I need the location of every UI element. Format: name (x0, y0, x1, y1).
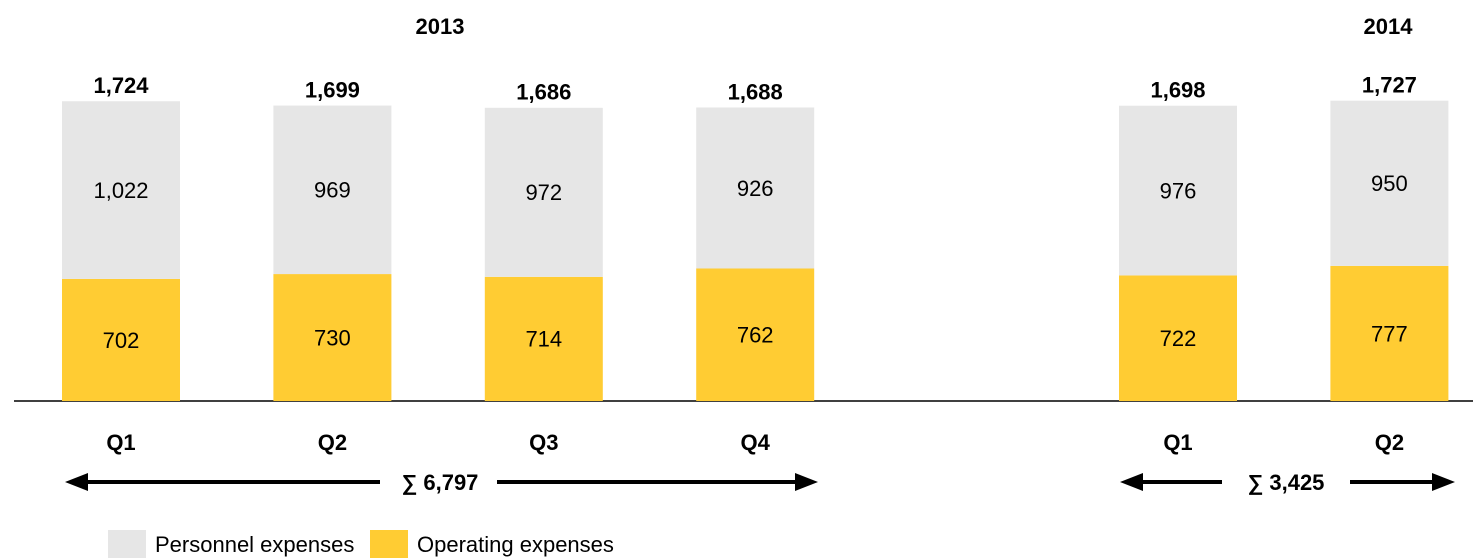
sum-label: ∑ 6,797 (402, 470, 479, 495)
legend-label: Personnel expenses (155, 532, 354, 557)
legend-swatch (108, 530, 146, 558)
segment-label: 926 (737, 176, 774, 201)
total-label: 1,699 (305, 77, 360, 102)
group-label: 2013 (416, 14, 465, 39)
bar-segment (273, 274, 392, 401)
segment-label: 730 (314, 325, 351, 350)
segment-label: 777 (1371, 321, 1408, 346)
bar-segment (696, 107, 815, 269)
bar-segment (273, 105, 392, 275)
bar-segment (696, 268, 815, 401)
x-tick-label: Q4 (741, 430, 771, 455)
group-label: 2014 (1364, 14, 1414, 39)
segment-label: 972 (525, 180, 562, 205)
bar-segment (484, 107, 603, 277)
bar-segment (484, 276, 603, 401)
total-label: 1,686 (516, 80, 571, 105)
bar-segment (1330, 100, 1449, 266)
segment-label: 969 (314, 178, 351, 203)
segment-label: 702 (103, 328, 140, 353)
legend-label: Operating expenses (417, 532, 614, 557)
bar-segment (1119, 275, 1237, 401)
bar-segment (1119, 105, 1237, 276)
segment-label: 950 (1371, 171, 1408, 196)
segment-label: 722 (1160, 326, 1197, 351)
segment-label: 762 (737, 323, 774, 348)
x-tick-label: Q1 (1163, 430, 1192, 455)
x-tick-label: Q3 (529, 430, 558, 455)
total-label: 1,727 (1362, 73, 1417, 98)
total-label: 1,688 (728, 79, 783, 104)
x-tick-label: Q1 (106, 430, 135, 455)
total-label: 1,698 (1150, 78, 1205, 103)
x-tick-label: Q2 (1375, 430, 1404, 455)
total-label: 1,724 (93, 73, 149, 98)
bar-segment (62, 101, 180, 279)
legend-swatch (370, 530, 408, 558)
bar-segment (62, 278, 180, 401)
segment-label: 714 (525, 327, 562, 352)
segment-label: 1,022 (93, 178, 148, 203)
arrow-heads (65, 473, 1455, 491)
sum-label: ∑ 3,425 (1248, 470, 1325, 495)
x-tick-label: Q2 (318, 430, 347, 455)
segment-label: 976 (1160, 178, 1197, 203)
bar-segment (1330, 265, 1449, 401)
